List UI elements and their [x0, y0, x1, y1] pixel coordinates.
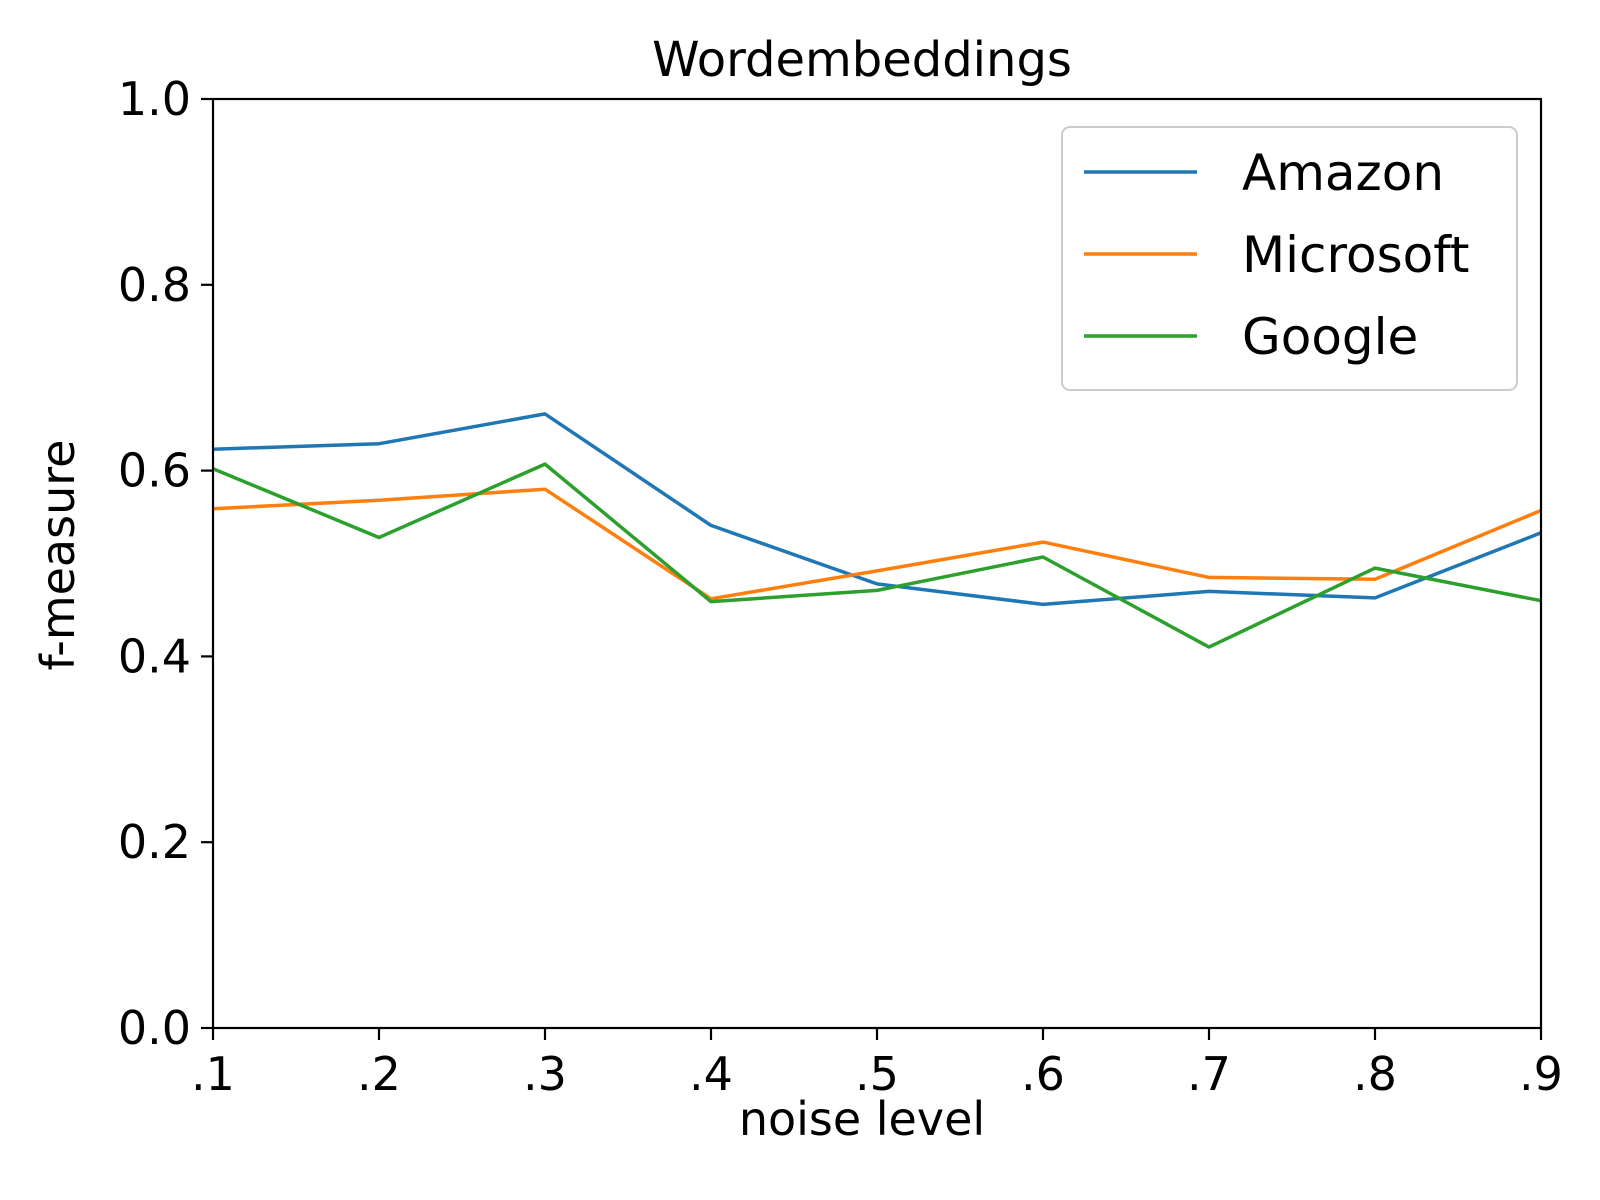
x-axis-title: noise level: [739, 1092, 985, 1146]
chart-title: Wordembeddings: [652, 32, 1072, 88]
legend-label-microsoft: Microsoft: [1242, 226, 1470, 284]
y-tick-label: 0.8: [118, 258, 191, 312]
y-tick-label: 0.0: [118, 1001, 191, 1055]
x-tick-label: .2: [357, 1047, 401, 1101]
y-tick-label: 0.4: [118, 629, 191, 683]
x-tick-label: .4: [689, 1047, 733, 1101]
legend-label-amazon: Amazon: [1242, 144, 1444, 202]
x-tick-label: .3: [523, 1047, 567, 1101]
series-line-microsoft: [212, 487, 1542, 601]
x-tick-label: .7: [1187, 1047, 1231, 1101]
x-tick-label: .1: [191, 1047, 235, 1101]
x-tick-label: .6: [1021, 1047, 1065, 1101]
y-axis-title: f-measure: [31, 440, 85, 671]
legend: Amazon Microsoft Google: [1061, 126, 1518, 391]
y-tick-label: 1.0: [118, 72, 191, 126]
x-tick-label: .5: [855, 1047, 899, 1101]
x-tick-label: .8: [1353, 1047, 1397, 1101]
x-tick-label: .9: [1519, 1047, 1563, 1101]
series-line-google: [212, 462, 1542, 649]
plot-area: .1 .2 .3 .4 .5 .6 .7 .8 .9 0.0 0.2 0.4 0.6 0.8 1.0: [118, 72, 1563, 1101]
y-tick-label: 0.2: [118, 815, 191, 869]
y-tick-label: 0.6: [118, 444, 191, 498]
legend-box: [1061, 126, 1518, 391]
legend-label-google: Google: [1242, 308, 1418, 366]
